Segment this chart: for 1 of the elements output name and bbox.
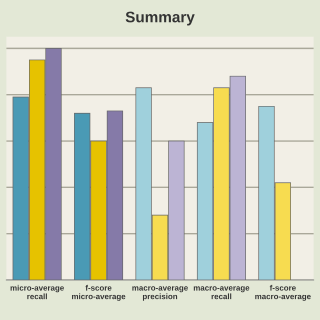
chart-title: Summary — [126, 12, 195, 26]
